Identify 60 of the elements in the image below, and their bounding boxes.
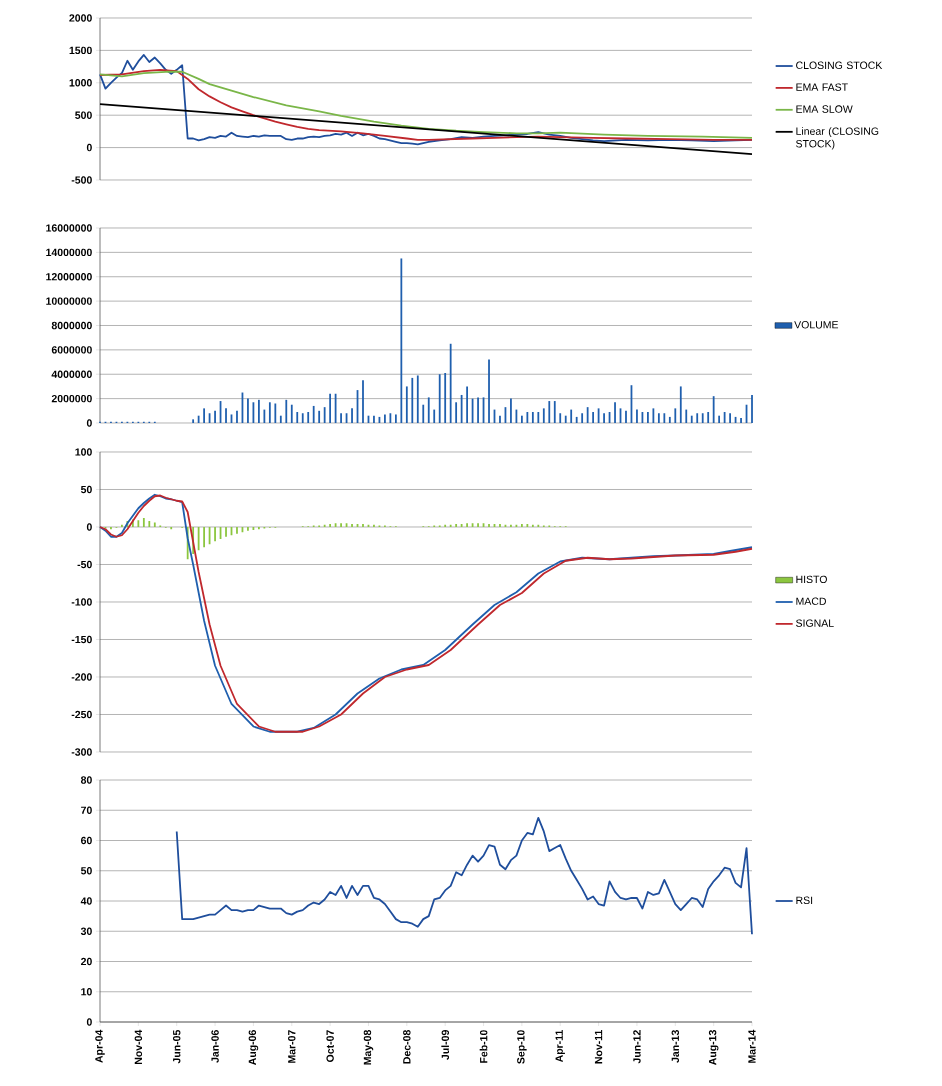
legend-label: EMA FAST (796, 83, 848, 91)
x-tick-label: Apr-11 (555, 1029, 565, 1063)
y-tick-label: 1000 (69, 79, 92, 87)
y-tick-label: 80 (80, 776, 92, 784)
legend-label: RSI (796, 896, 813, 904)
x-tick-label: Jul-09 (441, 1030, 450, 1060)
y-tick-label: 2000 (69, 14, 92, 22)
x-tick-label: Jun-05 (172, 1029, 181, 1064)
y-tick-label: 0 (86, 143, 92, 152)
y-tick-label: 30 (80, 927, 92, 935)
x-tick-label: Sep-10 (517, 1030, 527, 1064)
y-tick-label: -100 (71, 598, 92, 606)
y-tick-label: 1500 (69, 46, 92, 55)
y-tick-label: -150 (71, 635, 92, 644)
x-tick-label: Nov-04 (134, 1029, 143, 1065)
y-tick-label: 12000000 (46, 273, 92, 281)
x-tick-label: Aug-06 (248, 1030, 259, 1066)
x-tick-label: May-08 (363, 1030, 374, 1065)
legend-label: CLOSING STOCK (796, 61, 883, 69)
x-tick-label: Mar-14 (748, 1029, 756, 1063)
y-tick-label: 0 (86, 523, 92, 531)
y-tick-label: 2000000 (51, 394, 92, 403)
y-tick-label: 60 (81, 836, 92, 845)
y-tick-label: 100 (75, 448, 92, 456)
y-tick-label: -50 (77, 560, 92, 569)
x-tick-label: Feb-10 (479, 1030, 488, 1063)
x-tick-label: Nov-11 (594, 1029, 603, 1064)
y-tick-label: 8000000 (51, 321, 92, 330)
y-tick-label: 20 (80, 957, 92, 966)
y-tick-label: 0 (86, 419, 92, 427)
y-tick-label: 0 (86, 1018, 92, 1026)
x-tick-label: Jun-12 (633, 1030, 641, 1064)
y-tick-label: 500 (75, 111, 92, 119)
y-tick-label: 70 (81, 806, 92, 814)
x-tick-label: Jan-13 (671, 1030, 680, 1063)
y-tick-label: 10000000 (46, 297, 92, 305)
legend-label: Linear (CLOSING STOCK) (796, 127, 879, 150)
y-tick-label: -500 (71, 176, 92, 184)
y-tick-label: 4000000 (51, 370, 92, 378)
y-tick-label: 40 (80, 897, 92, 905)
legend-label: EMA SLOW (796, 105, 853, 113)
x-tick-label: Mar-07 (288, 1030, 296, 1063)
x-tick-label: Apr-04 (95, 1029, 105, 1063)
y-tick-label: 50 (80, 867, 92, 875)
y-tick-label: -250 (71, 710, 92, 719)
x-tick-label: Jan-06 (211, 1030, 219, 1063)
y-tick-label: 6000000 (51, 346, 92, 354)
y-tick-label: 10 (81, 988, 92, 996)
x-tick-label: Oct-07 (326, 1030, 334, 1062)
legend-label: VOLUME (794, 321, 839, 329)
y-tick-label: 14000000 (46, 248, 92, 257)
legend-label: MACD (796, 597, 826, 605)
y-tick-label: -200 (71, 673, 92, 681)
x-tick-label: Dec-08 (403, 1030, 411, 1064)
y-tick-label: 16000000 (46, 224, 92, 232)
y-tick-label: -300 (71, 748, 92, 756)
legend-label: SIGNAL (796, 619, 834, 627)
y-tick-label: 50 (80, 485, 92, 494)
legend-label: HISTO (796, 575, 827, 584)
x-tick-label: Aug-13 (708, 1030, 719, 1066)
